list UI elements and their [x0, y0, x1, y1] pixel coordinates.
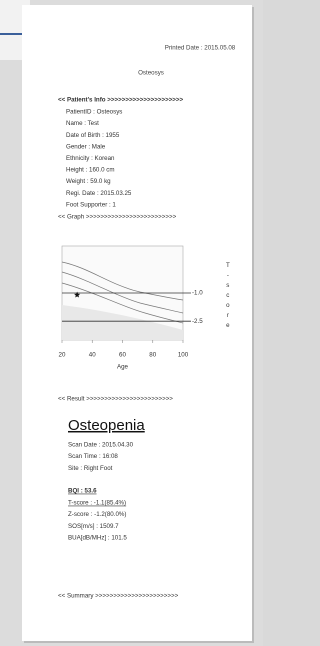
y-tick-label: -2.5 [192, 318, 203, 325]
y-axis-label: T-score [224, 262, 231, 332]
section-heading: << Result >>>>>>>>>>>>>>>>>>>>>>>> [58, 396, 173, 403]
info-line: Name : Test [66, 120, 99, 127]
y-tick-label: -1.0 [192, 290, 203, 297]
info-line: Regi. Date : 2015.03.25 [66, 190, 132, 197]
x-tick-label: 20 [59, 352, 66, 359]
x-tick-label: 60 [119, 352, 126, 359]
measurement-line: SOS[m/s] : 1509.7 [68, 523, 119, 530]
info-line: Gender : Male [66, 143, 106, 150]
section-heading: << Summary >>>>>>>>>>>>>>>>>>>>>>> [58, 593, 179, 600]
measurement-line: T-score : -1.1(85.4%) [68, 500, 126, 507]
section-heading: << Graph >>>>>>>>>>>>>>>>>>>>>>>>> [58, 214, 177, 221]
x-tick-label: 100 [178, 352, 189, 359]
scan-line: Scan Date : 2015.04.30 [68, 442, 134, 449]
printed-date: Printed Date : 2015.05.08 [165, 45, 236, 52]
print-preview: Printed Date : 2015.05.08 Osteosys << Pa… [0, 0, 263, 646]
institution: Osteosys [138, 70, 164, 77]
info-line: Foot Supporter : 1 [66, 201, 116, 208]
x-axis-label: Age [117, 364, 129, 371]
info-line: Weight : 59.0 kg [66, 178, 111, 185]
measurement-line: Z-score : -1.2(80.0%) [68, 511, 126, 518]
info-line: Ethnicity : Korean [66, 155, 115, 162]
scan-line: Scan Time : 16:08 [68, 453, 118, 460]
scan-line: Site : Right Foot [68, 465, 113, 472]
diagnosis: Osteopenia [68, 417, 145, 434]
info-line: Date of Birth : 1955 [66, 132, 120, 139]
section-heading: << Patient's Info >>>>>>>>>>>>>>>>>>>>> [58, 97, 184, 104]
x-tick-label: 80 [149, 352, 156, 359]
measurement-line: BUA[dB/MHz] : 101.5 [68, 534, 127, 541]
info-line: Height : 160.0 cm [66, 167, 115, 174]
bqi: BQI : 53.6 [68, 488, 97, 495]
x-tick-label: 40 [89, 352, 96, 359]
info-line: PatientID : Osteosys [66, 109, 122, 116]
